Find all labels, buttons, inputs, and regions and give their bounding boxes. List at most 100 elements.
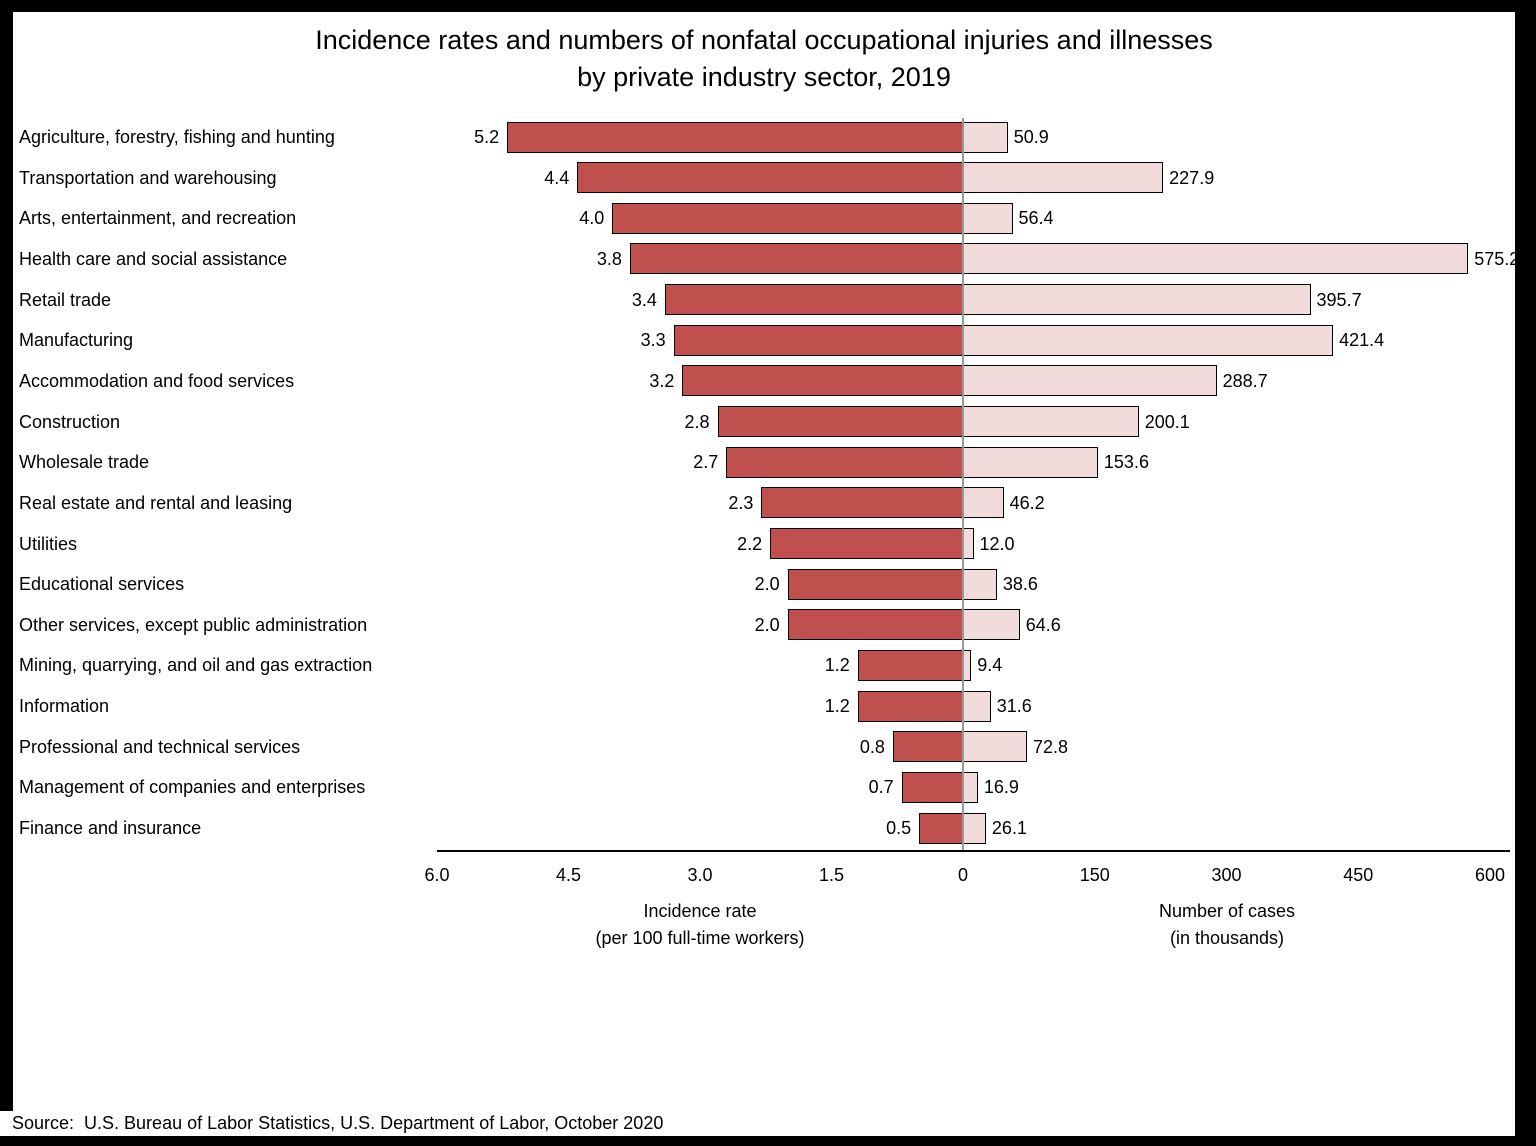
cases-bar [963, 243, 1469, 275]
incidence-rate-value: 2.3 [728, 492, 754, 513]
incidence-rate-bar [629, 243, 963, 275]
cases-bar [963, 609, 1020, 641]
category-label: Information [19, 696, 110, 717]
right-axis-tick-label: 600 [1474, 865, 1505, 885]
incidence-rate-value: 2.0 [754, 614, 780, 635]
cases-bar [963, 446, 1098, 478]
cases-bar [963, 406, 1139, 438]
category-label: Transportation and warehousing [19, 167, 277, 188]
incidence-rate-bar [612, 202, 963, 234]
category-label: Manufacturing [19, 330, 134, 351]
category-label: Educational services [19, 574, 185, 595]
category-label: Management of companies and enterprises [19, 777, 366, 798]
cases-bar [963, 812, 986, 844]
incidence-rate-value: 5.2 [474, 127, 500, 147]
cases-bar [963, 731, 1027, 763]
incidence-rate-value: 2.2 [737, 533, 763, 554]
incidence-rate-bar [673, 324, 963, 356]
zero-divider [962, 118, 964, 850]
cases-value: 421.4 [1339, 330, 1385, 351]
category-label: Construction [19, 411, 121, 432]
source-text: Source: U.S. Bureau of Labor Statistics,… [12, 1113, 664, 1133]
cases-bar [963, 365, 1217, 397]
cases-bar [963, 284, 1311, 316]
category-label: Retail trade [19, 289, 112, 310]
incidence-rate-value: 0.8 [859, 736, 885, 757]
incidence-rate-value: 0.5 [886, 818, 912, 839]
right-axis-title: Number of cases (in thousands) [1159, 898, 1295, 952]
cases-value: 50.9 [1013, 127, 1049, 147]
incidence-rate-value: 2.8 [684, 411, 710, 432]
source-strip: Source: U.S. Bureau of Labor Statistics,… [0, 1111, 1515, 1136]
category-label: Arts, entertainment, and recreation [19, 208, 297, 229]
incidence-rate-bar [682, 365, 963, 397]
incidence-rate-value: 2.7 [693, 452, 719, 473]
cases-value: 72.8 [1032, 736, 1068, 757]
incidence-rate-bar [507, 121, 963, 153]
category-label: Mining, quarrying, and oil and gas extra… [19, 655, 373, 676]
x-axis-line [437, 850, 1510, 852]
cases-bar [963, 649, 972, 681]
right-axis-title-line2: (in thousands) [1169, 928, 1285, 948]
incidence-rate-value: 1.2 [824, 655, 850, 676]
category-label: Finance and insurance [19, 818, 202, 839]
category-label: Health care and social assistance [19, 248, 288, 269]
incidence-rate-value: 3.8 [596, 248, 622, 269]
incidence-rate-bar [919, 812, 963, 844]
incidence-rate-bar [726, 446, 963, 478]
left-axis-tick-label: 3.0 [687, 865, 713, 885]
chart-title-line2: by private industry sector, 2019 [577, 62, 951, 92]
cases-value: 26.1 [991, 818, 1027, 839]
cases-value: 12.0 [979, 533, 1015, 554]
category-label: Professional and technical services [19, 736, 301, 757]
right-axis-tick-label: 450 [1343, 865, 1374, 885]
incidence-rate-bar [787, 609, 963, 641]
left-axis-tick-label: 1.5 [818, 865, 844, 885]
cases-value: 9.4 [977, 655, 1003, 676]
category-label: Other services, except public administra… [19, 614, 368, 635]
cases-value: 64.6 [1025, 614, 1061, 635]
category-label: Utilities [19, 533, 78, 554]
chart-title-line1: Incidence rates and numbers of nonfatal … [315, 25, 1213, 55]
cases-value: 56.4 [1018, 208, 1054, 229]
chart-canvas: Incidence rates and numbers of nonfatal … [13, 12, 1515, 1111]
incidence-rate-value: 3.3 [640, 330, 666, 351]
right-axis-tick-label: 150 [1079, 865, 1110, 885]
incidence-rate-bar [770, 528, 963, 559]
incidence-rate-bar [901, 771, 963, 803]
incidence-rate-value: 1.2 [824, 696, 850, 717]
incidence-rate-bar [892, 731, 963, 763]
cases-bar [963, 528, 974, 559]
cases-bar [963, 162, 1164, 194]
right-axis-title-line1: Number of cases [1158, 901, 1296, 921]
cases-bar [963, 690, 991, 722]
cases-value: 200.1 [1144, 411, 1190, 432]
incidence-rate-value: 4.4 [544, 167, 570, 188]
incidence-rate-bar [857, 690, 963, 722]
incidence-rate-bar [717, 406, 963, 438]
cases-bar [963, 487, 1004, 519]
category-label: Real estate and rental and leasing [19, 492, 293, 513]
category-label: Agriculture, forestry, fishing and hunti… [19, 127, 335, 147]
left-axis-title-line2: (per 100 full-time workers) [595, 928, 805, 948]
cases-value: 395.7 [1316, 289, 1362, 310]
cases-value: 46.2 [1009, 492, 1045, 513]
cases-value: 575.2 [1474, 248, 1515, 269]
chart-title: Incidence rates and numbers of nonfatal … [13, 22, 1515, 96]
right-axis-tick-label: 300 [1211, 865, 1242, 885]
left-axis-tick-label: 0 [957, 865, 969, 885]
cases-bar [963, 324, 1334, 356]
left-axis-tick-label: 6.0 [424, 865, 450, 885]
cases-bar [963, 568, 997, 600]
incidence-rate-bar [577, 162, 963, 194]
cases-value: 31.6 [996, 696, 1032, 717]
incidence-rate-bar [787, 568, 963, 600]
left-axis-title-line1: Incidence rate [643, 901, 757, 921]
plot-area: Agriculture, forestry, fishing and hunti… [13, 12, 1515, 1111]
cases-bar [963, 121, 1008, 153]
left-axis-title: Incidence rate (per 100 full-time worker… [595, 898, 804, 952]
category-label: Wholesale trade [19, 452, 150, 473]
incidence-rate-value: 4.0 [579, 208, 605, 229]
cases-bar [963, 202, 1013, 234]
